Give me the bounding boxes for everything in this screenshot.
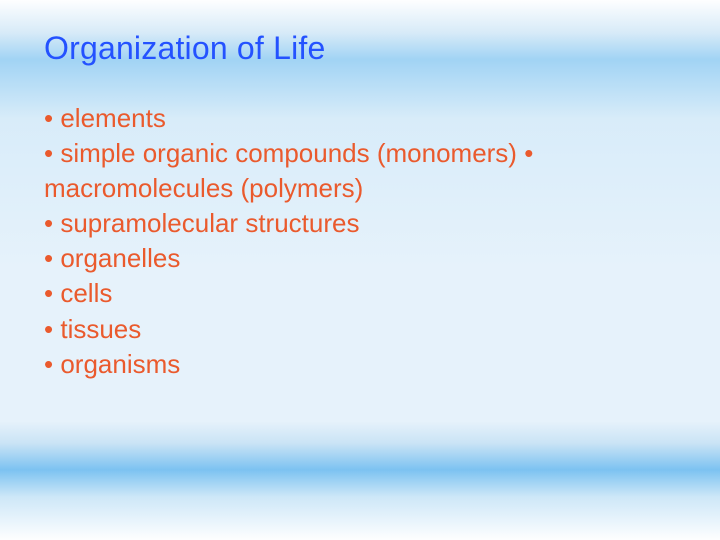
bullet-icon: • (44, 103, 53, 133)
list-item: cells (60, 278, 112, 308)
list-item: macromolecules (polymers) (44, 173, 363, 203)
bullet-icon: • (44, 243, 53, 273)
bullet-icon: • (44, 138, 53, 168)
list-item: organelles (60, 243, 180, 273)
bullet-icon: • (44, 314, 53, 344)
list-item: simple organic compounds (monomers) (60, 138, 517, 168)
slide-body: • elements • simple organic compounds (m… (44, 101, 676, 382)
list-item: tissues (60, 314, 141, 344)
bullet-icon: • (44, 349, 53, 379)
list-item: elements (60, 103, 166, 133)
list-item: supramolecular structures (60, 208, 359, 238)
bullet-icon: • (524, 138, 533, 168)
slide-title: Organization of Life (44, 30, 676, 67)
bullet-icon: • (44, 278, 53, 308)
bullet-icon: • (44, 208, 53, 238)
slide: Organization of Life • elements • simple… (0, 0, 720, 540)
list-item: organisms (60, 349, 180, 379)
